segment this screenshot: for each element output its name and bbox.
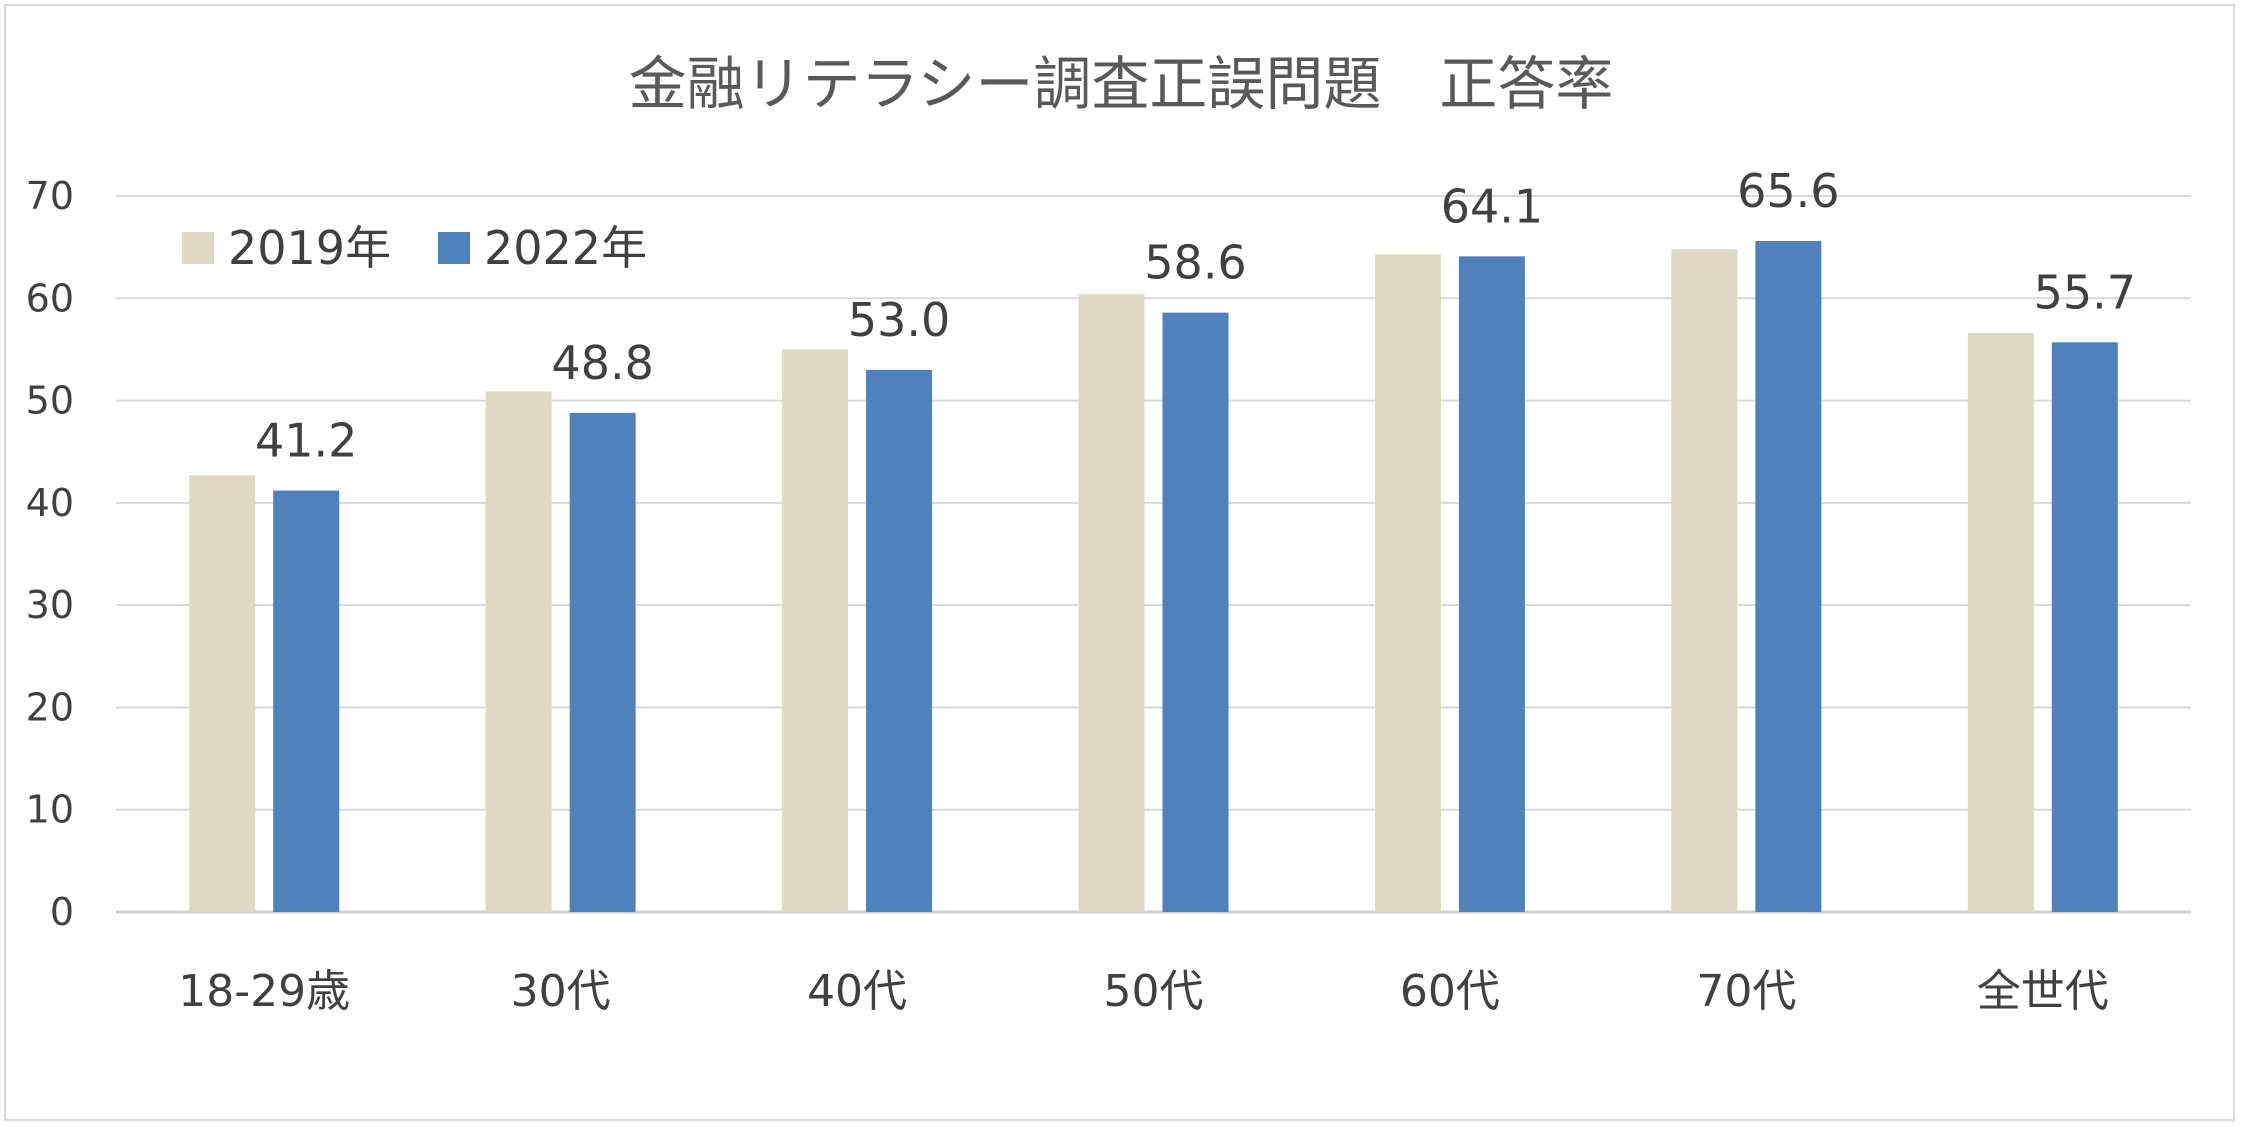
x-category-label: 70代 (1696, 966, 1796, 1017)
data-label: 41.2 (255, 414, 357, 468)
bar-2019 (782, 349, 849, 912)
y-tick-label: 0 (50, 890, 74, 934)
data-label: 48.8 (551, 336, 653, 390)
x-category-label: 全世代 (1977, 966, 2109, 1017)
data-label: 65.6 (1737, 164, 1839, 218)
bar-2019 (1671, 249, 1738, 912)
legend-swatch-2022 (438, 232, 470, 264)
legend-swatch-2019 (182, 232, 214, 264)
data-label: 64.1 (1441, 179, 1543, 233)
y-tick-label: 50 (26, 379, 74, 423)
bar-2022 (1162, 312, 1229, 912)
data-label: 53.0 (848, 293, 950, 347)
x-axis: 18-29歳 30代 40代 50代 60代 70代 全世代 (178, 966, 2109, 1017)
bar-2022 (2051, 342, 2118, 913)
legend-label-2019: 2019年 (228, 221, 391, 275)
bar-2019 (1078, 294, 1145, 912)
chart-frame: 金融リテラシー調査正誤問題 正答率 41.2 48.8 53.0 58.6 64.1 65… (4, 4, 2235, 1121)
y-tick-label: 10 (26, 788, 74, 832)
x-category-label: 18-29歳 (178, 966, 350, 1017)
bar-chart: 金融リテラシー調査正誤問題 正答率 41.2 48.8 53.0 58.6 64.1 65… (26, 50, 2191, 1017)
y-tick-label: 40 (26, 481, 74, 525)
bar-2022 (866, 369, 933, 912)
y-tick-label: 70 (26, 174, 74, 218)
bar-2019 (1967, 333, 2034, 912)
bar-2022 (569, 412, 636, 912)
bar-2019 (1374, 254, 1441, 912)
x-category-label: 30代 (511, 966, 611, 1017)
chart-title: 金融リテラシー調査正誤問題 正答率 (629, 50, 1614, 118)
bar-2019 (189, 475, 256, 912)
x-category-label: 40代 (807, 966, 907, 1017)
data-labels: 41.2 48.8 53.0 58.6 64.1 65.6 55.7 (255, 164, 2136, 468)
x-category-label: 50代 (1104, 966, 1204, 1017)
bar-2022 (1458, 256, 1525, 912)
data-label: 55.7 (2034, 265, 2136, 319)
gridlines (116, 195, 2191, 914)
x-category-label: 60代 (1400, 966, 1500, 1017)
bars (189, 241, 2118, 913)
y-axis: 0 10 20 30 40 50 60 70 (26, 174, 74, 934)
bar-2019 (485, 391, 552, 912)
y-tick-label: 30 (26, 583, 74, 627)
y-tick-label: 20 (26, 685, 74, 729)
data-label: 58.6 (1144, 236, 1246, 290)
legend: 2019年 2022年 (182, 221, 647, 275)
legend-label-2022: 2022年 (484, 221, 647, 275)
bar-2022 (1755, 241, 1822, 912)
bar-2022 (273, 490, 340, 912)
y-tick-label: 60 (26, 276, 74, 320)
